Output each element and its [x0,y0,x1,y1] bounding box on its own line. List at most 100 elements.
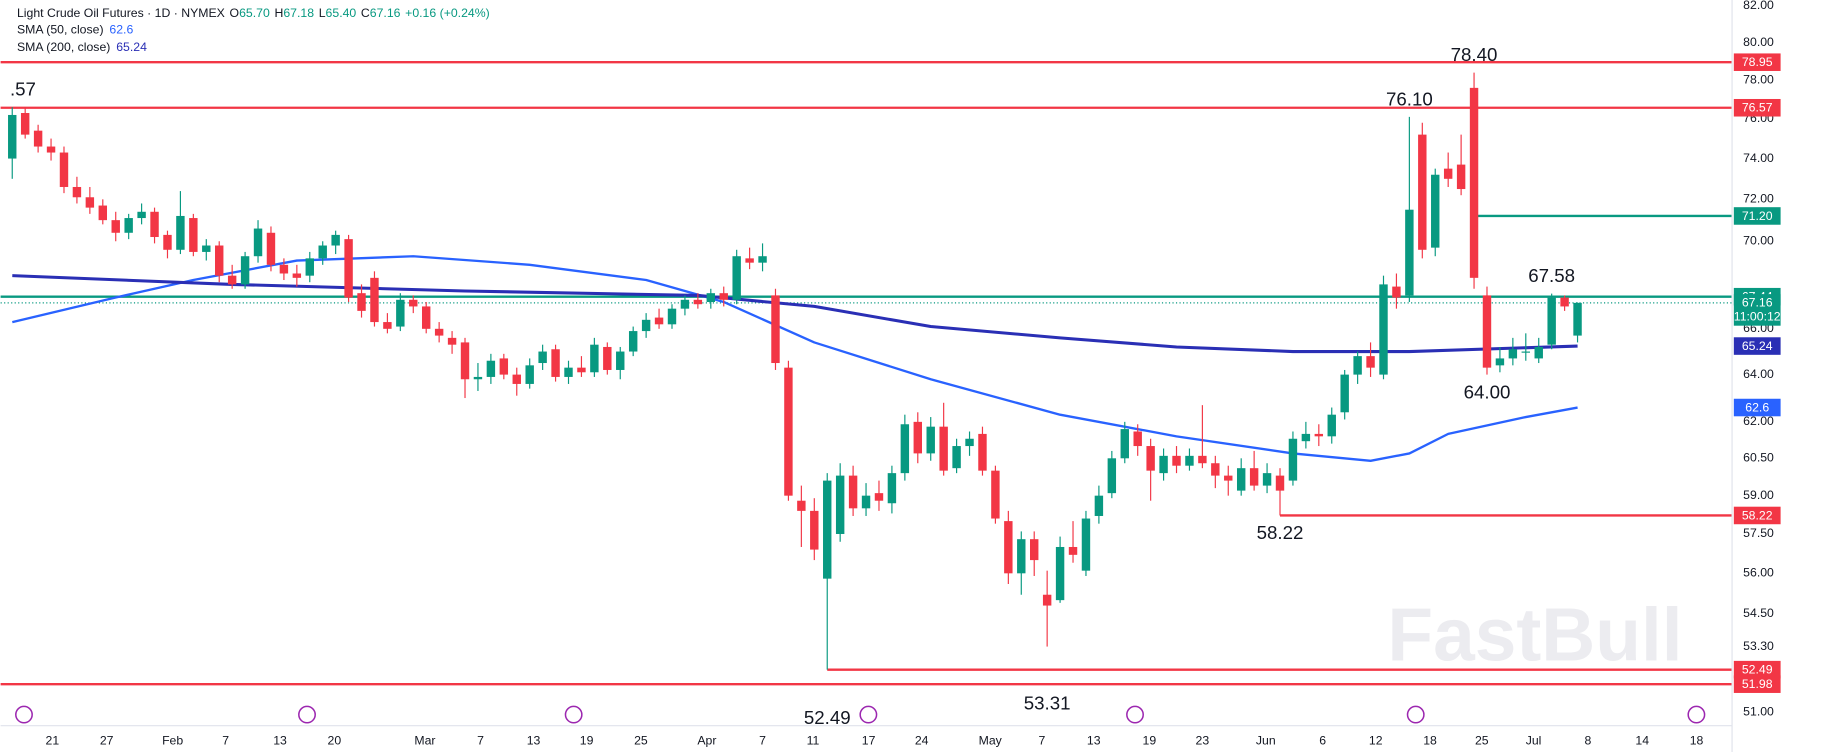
candle-body [577,367,586,373]
candle-body [370,277,379,323]
x-tick-label: 7 [1039,734,1046,748]
candle-body [331,234,340,246]
y-tick-label: 51.00 [1743,705,1774,719]
y-tick-label: 82.00 [1743,0,1774,12]
candle-body [913,421,922,454]
x-tick-label: Jun [1256,734,1276,748]
candle-body [1443,168,1453,179]
y-tick-label: 62.00 [1743,414,1774,428]
level-tag-bg [1733,207,1781,225]
y-tick-label: 72.00 [1743,192,1774,206]
candle-body [357,293,366,311]
event-icon[interactable] [859,705,878,724]
event-icons[interactable] [15,705,1706,724]
candle-body [719,293,728,300]
x-tick-label: 25 [1475,734,1489,748]
candle-body [240,256,250,285]
x-tick-label: 13 [1087,734,1101,748]
candle-body [1198,455,1207,464]
y-tick-label: 80.00 [1743,35,1774,49]
candle-body [926,426,935,454]
candle-body [512,374,521,384]
x-tick-label: Apr [697,734,716,748]
candle-body [1353,356,1362,375]
candle-body [706,293,716,303]
candle-body [1017,539,1026,574]
y-tick-label: 56.00 [1743,566,1774,580]
candle-body [732,256,741,300]
price-annotation: 76.10 [1386,88,1433,109]
candle-body [396,299,405,327]
quote-value: 67.16 [370,6,401,20]
price-annotation: 53.31 [1024,693,1071,714]
candle-body [1211,463,1220,476]
candle-body [447,337,457,345]
candle-body [603,346,612,370]
event-icon[interactable] [15,705,33,724]
event-icon[interactable] [1687,705,1706,724]
candle-body [1249,468,1259,486]
candle-body [1573,302,1582,336]
y-tick-label: 53.30 [1743,639,1774,653]
candle-body [965,438,974,447]
candle-body [1534,346,1543,359]
candle-body [163,234,172,250]
candle-body [900,424,910,474]
candle-body [861,495,871,509]
candle-body [551,349,560,377]
sma-line [12,255,1578,462]
candle-body [98,205,108,221]
candle-body [473,376,483,380]
candle-body [991,470,1000,519]
x-tick-label: 17 [862,734,876,748]
candle-body [176,215,185,250]
y-tick-label: 57.50 [1743,526,1774,540]
candle-body [59,152,69,187]
candle-body [1146,446,1155,471]
sma-line [12,274,1578,354]
candle-body [266,232,276,265]
x-tick-label: 23 [1196,734,1210,748]
candle-body [1159,455,1168,474]
candle-body [771,295,780,364]
quote-label: O [230,6,240,20]
candle-body [939,426,948,471]
candle-body [1508,349,1518,359]
candle-body [1495,358,1505,366]
candle-body [124,218,133,233]
candle-body [1521,351,1531,353]
candle-body [409,299,418,307]
candle-body [823,480,832,579]
legend-title: Light Crude Oil Futures · 1D · NYMEX [17,6,225,20]
sma-tag-bg [1733,398,1781,417]
x-tick-label: 7 [759,734,766,748]
x-tick-label: 21 [46,734,60,748]
candle-body [150,211,159,238]
x-tick-label: 27 [100,734,114,748]
candle-body [1107,458,1117,494]
candle-body [8,114,17,159]
candle-body [202,245,211,252]
candle-body [292,273,302,278]
y-tick-label: 74.00 [1743,151,1774,165]
x-tick-label: 11 [807,734,820,748]
x-tick-label: 7 [222,734,229,748]
event-icon[interactable] [1126,705,1144,724]
candle-body [810,510,819,550]
x-tick-label: 13 [273,734,287,748]
x-tick-label: Mar [414,734,435,748]
candle-body [667,308,677,325]
x-tick-label: Feb [162,734,183,748]
candle-body [1560,297,1569,307]
y-tick-label: 64.00 [1743,367,1774,381]
event-icon[interactable] [298,705,316,724]
x-tick-label: 25 [634,734,648,748]
candle-body [215,245,224,276]
candle-body [1081,518,1091,571]
y-tick-label: 59.00 [1743,488,1774,502]
x-tick-label: 7 [477,734,484,748]
event-icon[interactable] [564,705,583,724]
candle-body [1469,87,1479,278]
event-icon[interactable] [1406,705,1425,724]
x-tick-label: May [979,734,1003,748]
